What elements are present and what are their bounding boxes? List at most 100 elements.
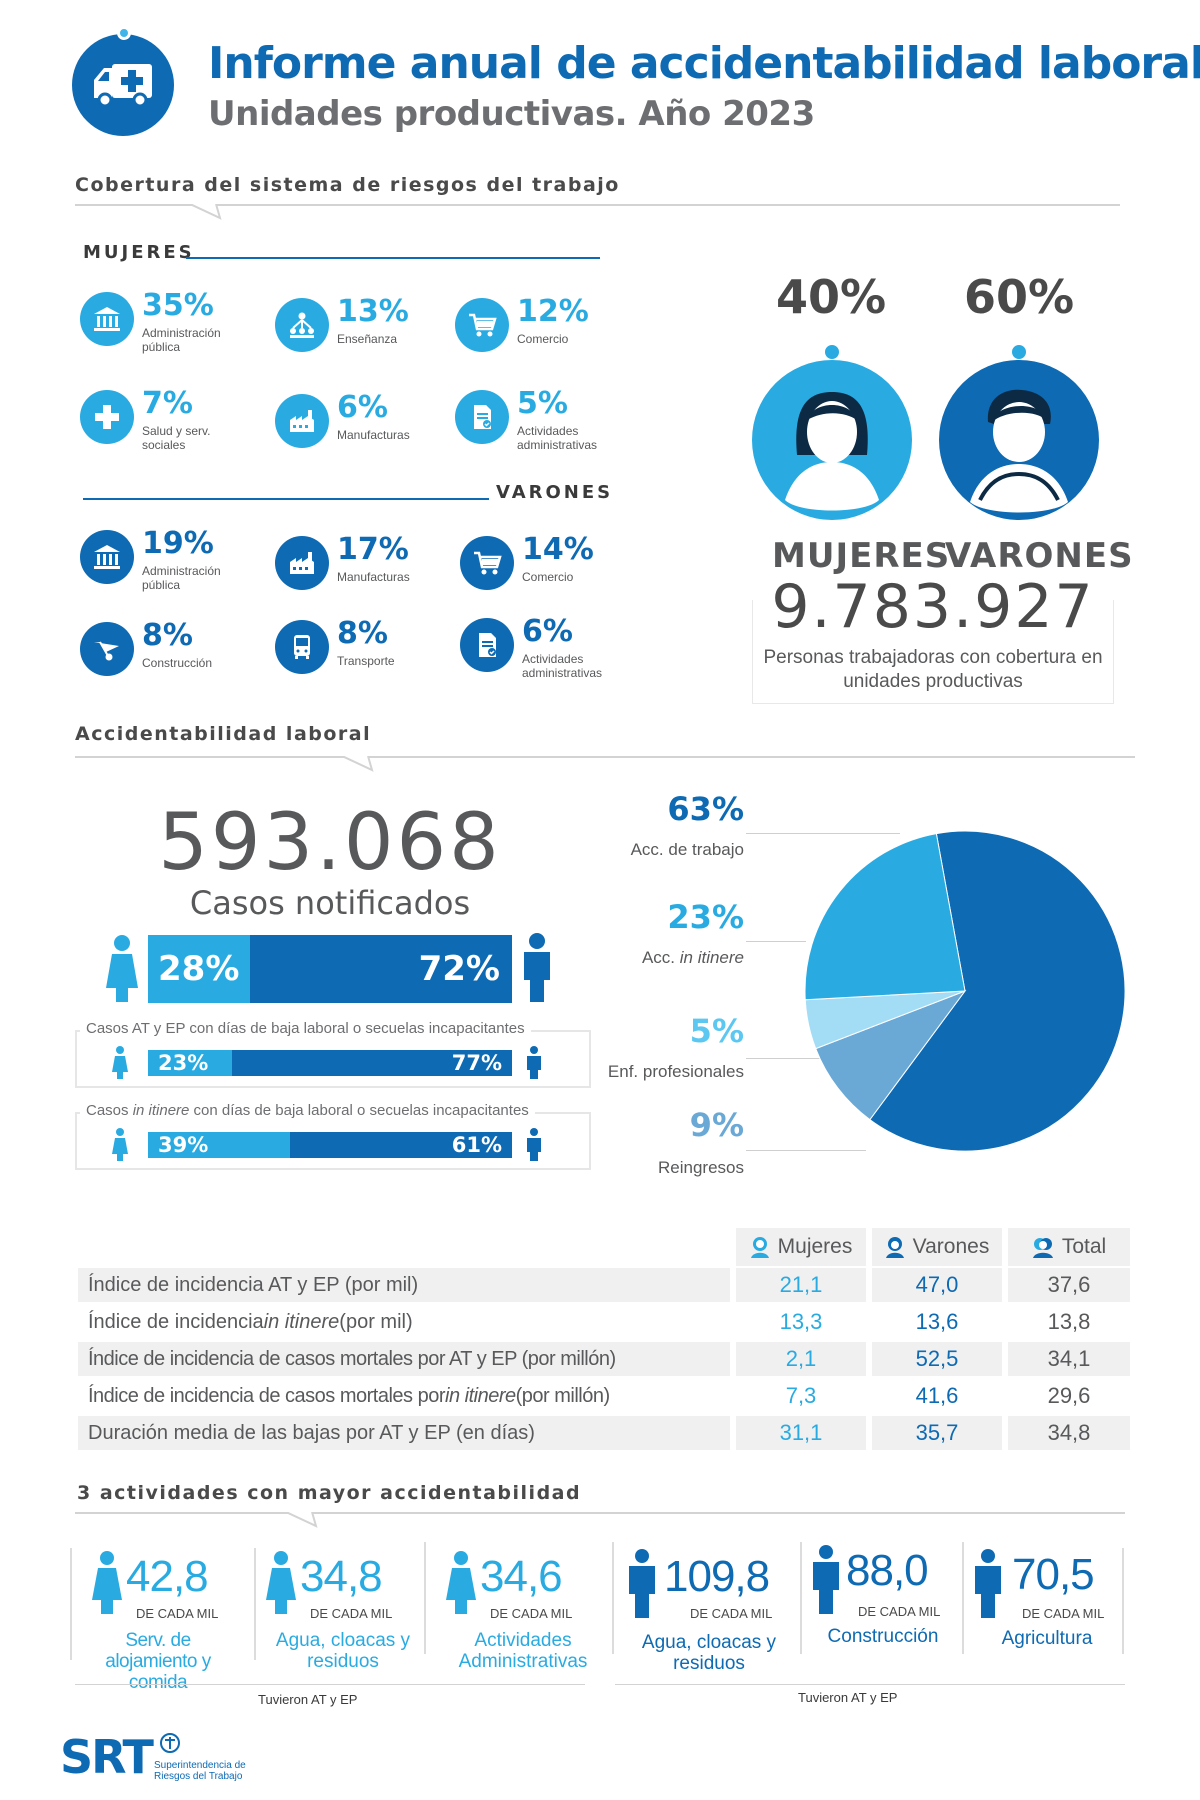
section-rule [75, 204, 1120, 206]
footnote-varones: Tuvieron AT y EP [798, 1690, 898, 1705]
col-header-mujeres: Mujeres [736, 1228, 866, 1266]
accident-type-pie-chart [804, 830, 1126, 1152]
col-header-total: Total [1008, 1228, 1130, 1266]
female-figure-icon [112, 1128, 128, 1161]
bus-icon [275, 620, 329, 674]
activity-value: 34,6 [480, 1552, 563, 1601]
activity-name: Actividades Administrativas [458, 1630, 588, 1672]
mujeres-coverage-pct: 40% [776, 270, 887, 324]
pie-pct-reingresos: 9% [689, 1106, 744, 1144]
male-avatar-icon [885, 1237, 904, 1258]
bank-icon [80, 292, 134, 346]
activity-unit: DE CADA MIL [1022, 1606, 1105, 1621]
sub-bar-1: 23% 77% [148, 1050, 512, 1076]
pie-leader-line [746, 1058, 826, 1059]
logo-pin [117, 26, 131, 40]
pie-pct-enf-prof: 5% [689, 1012, 744, 1050]
footnote-mujeres: Tuvieron AT y EP [258, 1692, 358, 1707]
activity-value: 109,8 [664, 1552, 770, 1601]
index-row-label: Índice de incidencia de casos mortales p… [88, 1384, 610, 1407]
index-varones-value: 41,6 [915, 1383, 959, 1408]
female-figure-icon [446, 1551, 476, 1614]
varones-group-label: VARONES [496, 482, 614, 503]
divider [424, 1542, 426, 1654]
activity-unit: DE CADA MIL [690, 1606, 773, 1621]
pie-label-in-itinere: Acc. in itinere [641, 948, 744, 967]
pie-label-acc-trabajo: Acc. de trabajo [630, 840, 744, 859]
ambulance-icon [94, 64, 152, 108]
wheelbarrow-icon [80, 622, 134, 676]
female-figure-icon [266, 1551, 296, 1614]
col-header-varones: Varones [872, 1228, 1002, 1266]
speech-tail [342, 756, 374, 772]
mujeres-label: MUJERES [772, 536, 951, 576]
index-row-label: Índice de incidencia de casos mortales p… [78, 1342, 730, 1376]
divider [962, 1542, 964, 1654]
srt-org-name: Superintendencia de Riesgos del Trabajo [154, 1760, 246, 1782]
activity-value: 34,8 [300, 1552, 383, 1601]
total-workers: 9.783.927 [771, 572, 1095, 642]
cart-icon [460, 536, 514, 590]
document-icon [460, 618, 514, 672]
activity-unit: DE CADA MIL [136, 1606, 219, 1621]
index-mujeres-value: 7,3 [785, 1383, 817, 1408]
cases-number: 593.068 [158, 798, 502, 888]
ambulance-logo [72, 34, 174, 136]
male-figure-icon [527, 1046, 541, 1079]
index-mujeres-value: 13,3 [779, 1309, 823, 1334]
activity-name: Agricultura [1001, 1628, 1093, 1649]
factory-icon [275, 536, 329, 590]
pie-pct-acc-trabajo: 63% [667, 790, 744, 828]
index-row-label: Índice de incidencia in itinere (por mil… [88, 1310, 413, 1333]
activity-unit: DE CADA MIL [310, 1606, 393, 1621]
female-figure-icon [106, 935, 138, 1002]
mujeres-group-label: MUJERES [83, 242, 195, 263]
male-figure-icon [629, 1549, 655, 1618]
cases-gender-bar: 28% 72% [148, 935, 512, 1003]
activity-name: Agua, cloacas y residuos [275, 1630, 411, 1672]
divider [1122, 1548, 1124, 1654]
index-total-value: 13,8 [1047, 1309, 1091, 1334]
people-avatar-icon [1032, 1238, 1053, 1258]
male-figure-icon [527, 1128, 541, 1161]
footnote-rule [75, 1684, 585, 1685]
activity-value: 70,5 [1012, 1550, 1095, 1599]
section-title-top-activities: 3 actividades con mayor accidentabilidad [77, 1482, 582, 1504]
male-figure-icon [524, 933, 550, 1002]
activity-value: 88,0 [846, 1546, 929, 1595]
female-avatar-icon [750, 1237, 769, 1258]
pie-leader-line [746, 1150, 866, 1151]
cart-icon [455, 298, 509, 352]
female-figure-icon [112, 1046, 128, 1079]
activity-value: 42,8 [126, 1552, 209, 1601]
speech-tail [190, 204, 222, 220]
sub-bar-caption-1: Casos AT y EP con días de baja laboral o… [80, 1020, 531, 1037]
index-varones-value: 52,5 [872, 1342, 1002, 1376]
varones-label: VARONES [945, 536, 1134, 576]
index-varones-value: 47,0 [872, 1268, 1002, 1302]
male-figure-icon [975, 1549, 1001, 1618]
document-icon [455, 390, 509, 444]
speech-tail [286, 1512, 318, 1528]
index-mujeres-value: 2,1 [736, 1342, 866, 1376]
pie-label-reingresos: Reingresos [658, 1158, 744, 1177]
divider [800, 1542, 802, 1654]
pie-slice-acc-trabajo [869, 830, 1126, 1152]
activity-unit: DE CADA MIL [858, 1604, 941, 1619]
bar-segment-varones: 72% [249, 935, 512, 1003]
index-total-value: 37,6 [1008, 1268, 1130, 1302]
index-row-label: Duración media de las bajas por AT y EP … [78, 1416, 730, 1450]
male-figure-icon [813, 1545, 839, 1614]
index-varones-value: 35,7 [872, 1416, 1002, 1450]
bar-segment-varones: 61% [289, 1132, 512, 1158]
female-avatar-icon [752, 343, 912, 520]
section-title-accidentabilidad: Accidentabilidad laboral [75, 723, 372, 745]
classroom-icon [275, 298, 329, 352]
activity-name: Serv. de alojamiento y comida [105, 1630, 211, 1693]
activity-name: Construcción [827, 1626, 939, 1647]
bar-segment-varones: 77% [231, 1050, 512, 1076]
sub-bar-caption-2: Casos in itinere con días de baja labora… [80, 1102, 535, 1119]
pie-slice-in-itinere [804, 833, 966, 1001]
total-workers-caption: Personas trabajadoras con cobertura en u… [763, 647, 1103, 692]
srt-emblem-icon [160, 1733, 180, 1753]
